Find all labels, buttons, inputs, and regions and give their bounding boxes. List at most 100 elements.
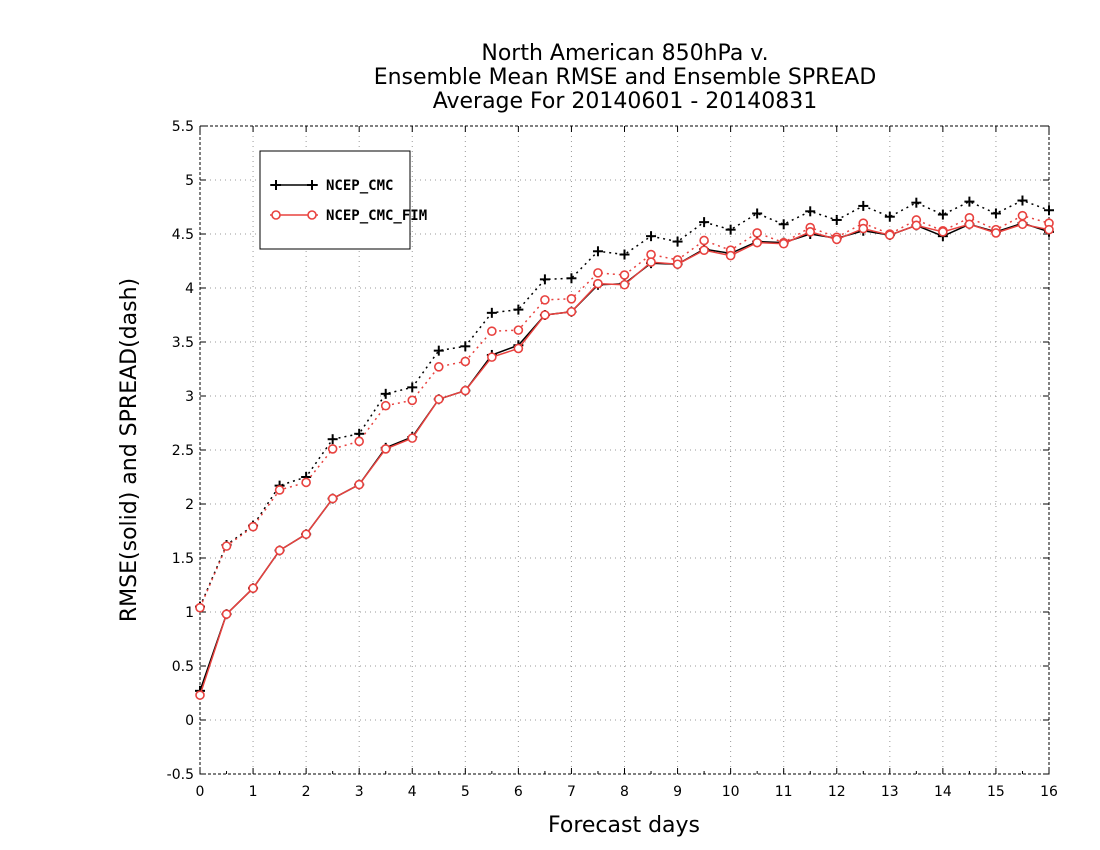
point-ncep-cmc-spread (407, 382, 418, 393)
point-ncep-cmc-fim-spread (699, 235, 709, 246)
point-ncep-cmc-spread (884, 211, 895, 222)
y-tick-label: 2.5 (172, 443, 194, 459)
x-axis-label: Forecast days (548, 813, 700, 838)
point-ncep-cmc-spread (327, 434, 338, 445)
point-ncep-cmc-fim-rmse (1044, 224, 1054, 235)
point-ncep-cmc-spread (1017, 195, 1028, 206)
point-ncep-cmc-fim-rmse (752, 237, 762, 248)
point-ncep-cmc-spread (1044, 205, 1054, 216)
point-ncep-cmc-fim-spread (1017, 210, 1028, 221)
x-tick-label: 9 (673, 784, 682, 800)
x-tick-label: 2 (302, 784, 311, 800)
point-ncep-cmc-fim-spread (195, 602, 205, 613)
point-ncep-cmc-fim-rmse (911, 220, 922, 231)
y-tick-label: 4.5 (172, 227, 194, 243)
point-ncep-cmc-fim-rmse (566, 306, 577, 317)
x-tick-label: 1 (249, 784, 258, 800)
point-ncep-cmc-fim-spread (274, 485, 285, 495)
series-ncep-cmc-spread-line (199, 199, 1050, 607)
point-ncep-cmc-fim-rmse (1017, 219, 1028, 230)
point-ncep-cmc-fim-spread (407, 395, 418, 406)
point-ncep-cmc-fim-rmse (301, 529, 311, 540)
point-ncep-cmc-fim-rmse (327, 493, 338, 504)
point-ncep-cmc-fim-spread (221, 541, 232, 551)
point-ncep-cmc-spread (566, 273, 577, 284)
point-ncep-cmc-spread (725, 224, 736, 235)
point-ncep-cmc-spread (672, 236, 683, 247)
point-ncep-cmc-spread (539, 274, 550, 285)
x-tick-label: 0 (196, 784, 205, 800)
point-ncep-cmc-fim-rmse (540, 310, 550, 320)
point-ncep-cmc-fim-spread (540, 295, 550, 305)
x-tick-label: 6 (514, 784, 523, 800)
point-ncep-cmc-spread (805, 206, 816, 217)
axis-ticks: 0 1 2 3 4 5 6 7 8 9 10 11 12 13 14 15 16-0.500.511.522.5… (167, 119, 1058, 800)
point-ncep-cmc-fim-rmse (593, 278, 603, 289)
x-tick-label: 3 (355, 784, 364, 800)
point-ncep-cmc-fim-rmse (460, 385, 471, 396)
point-ncep-cmc-fim-rmse (195, 690, 205, 700)
y-axis-label: RMSE(solid) and SPREAD(dash) (117, 278, 142, 622)
point-ncep-cmc-spread (752, 208, 763, 219)
point-ncep-cmc-fim-spread (752, 228, 762, 238)
legend-box (259, 150, 411, 250)
point-ncep-cmc-spread (486, 307, 497, 318)
point-ncep-cmc-fim-rmse (248, 583, 258, 594)
point-ncep-cmc-spread (513, 304, 524, 315)
point-ncep-cmc-fim-rmse (513, 343, 524, 354)
point-ncep-cmc-fim-rmse (699, 245, 709, 255)
point-ncep-cmc-fim-rmse (380, 444, 391, 454)
y-tick-label: 0.5 (172, 659, 194, 675)
point-ncep-cmc-fim-rmse (938, 227, 948, 237)
point-ncep-cmc-fim-rmse (991, 228, 1001, 238)
point-ncep-cmc-fim-spread (460, 356, 471, 367)
legend-marker-ncep-cmc-fim (271, 210, 281, 220)
point-ncep-cmc-fim-spread (380, 400, 391, 411)
point-ncep-cmc-spread (831, 214, 842, 225)
y-tick-label: 1.5 (172, 551, 194, 567)
y-tick-label: 3.5 (172, 335, 194, 351)
point-ncep-cmc-fim-rmse (274, 545, 285, 556)
point-ncep-cmc-spread (990, 208, 1001, 219)
point-ncep-cmc-fim-spread (433, 362, 444, 372)
y-tick-label: -0.5 (167, 767, 194, 783)
series-ncep-cmc-fim-spread-line (199, 214, 1050, 608)
point-ncep-cmc-fim-spread (566, 293, 577, 304)
point-ncep-cmc-fim-rmse (831, 234, 842, 245)
point-ncep-cmc-spread (699, 217, 710, 228)
point-ncep-cmc-fim-spread (619, 270, 630, 280)
x-tick-label: 14 (934, 784, 952, 800)
point-ncep-cmc-fim-rmse (433, 394, 444, 405)
x-tick-label: 10 (722, 784, 740, 800)
point-ncep-cmc-spread (778, 219, 789, 230)
point-ncep-cmc-spread (964, 196, 975, 207)
x-tick-label: 12 (828, 784, 846, 800)
point-ncep-cmc-fim-rmse (221, 609, 232, 619)
point-ncep-cmc-spread (858, 200, 869, 211)
point-ncep-cmc-fim-rmse (858, 223, 869, 234)
series-group (195, 195, 1054, 700)
y-tick-label: 4 (185, 281, 194, 297)
point-ncep-cmc-fim-rmse (885, 230, 895, 240)
point-ncep-cmc-fim-rmse (646, 257, 656, 267)
point-ncep-cmc-fim-rmse (672, 259, 683, 270)
chart-title-line-1: North American 850hPa v. (481, 41, 768, 66)
point-ncep-cmc-spread (433, 345, 444, 356)
point-ncep-cmc-spread (592, 246, 603, 257)
point-ncep-cmc-fim-spread (301, 477, 311, 488)
point-ncep-cmc-spread (646, 231, 657, 242)
x-tick-label: 11 (775, 784, 793, 800)
series-ncep-cmc-fim-rmse-line (199, 223, 1050, 696)
legend-marker-ncep-cmc (271, 180, 281, 190)
point-ncep-cmc-fim-rmse (487, 352, 497, 362)
point-ncep-cmc-fim-spread (487, 326, 497, 337)
point-ncep-cmc-spread (937, 209, 948, 220)
point-ncep-cmc-fim-rmse (407, 433, 418, 443)
x-tick-label: 15 (987, 784, 1005, 800)
point-ncep-cmc-fim-rmse (354, 479, 364, 490)
x-tick-label: 16 (1040, 784, 1058, 800)
y-tick-label: 1 (185, 605, 194, 621)
point-ncep-cmc-spread (380, 388, 391, 399)
x-tick-label: 4 (408, 784, 417, 800)
point-ncep-cmc-spread (619, 249, 630, 260)
